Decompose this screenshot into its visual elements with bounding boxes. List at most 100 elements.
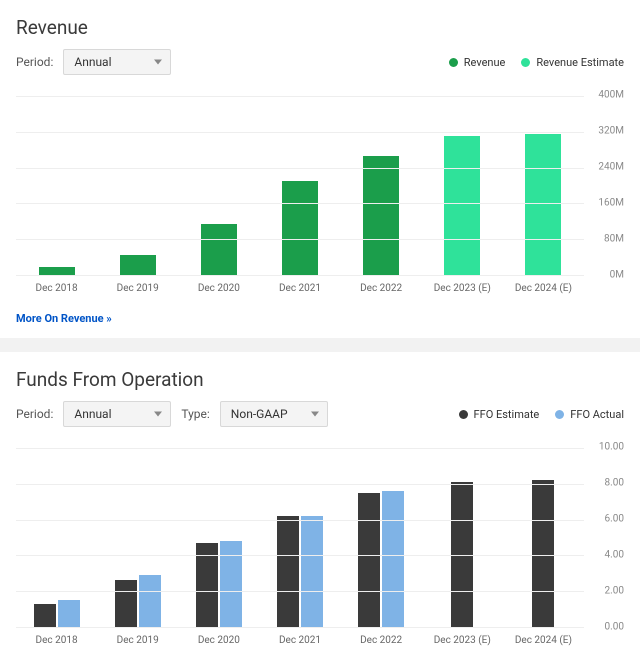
xlabel: Dec 2020: [178, 283, 259, 294]
bar-group: [341, 96, 422, 275]
legend-item: Revenue Estimate: [521, 56, 624, 69]
xlabel: Dec 2019: [97, 635, 178, 646]
gridline: [16, 203, 584, 204]
gridline: [16, 275, 584, 276]
ytick-label: 160M: [592, 198, 624, 209]
bar: [363, 156, 399, 275]
ytick-label: 0.00: [599, 622, 625, 633]
ytick-label: 10.00: [593, 442, 624, 453]
ffo-chart: 0.002.004.006.008.0010.00: [16, 447, 624, 627]
bar: [525, 134, 561, 275]
period-select[interactable]: Annual: [63, 49, 171, 75]
ffo-plot: [16, 447, 584, 627]
bar-group: [97, 448, 178, 627]
xlabel: Dec 2022: [341, 635, 422, 646]
xlabel: Dec 2024 (E): [503, 635, 584, 646]
legend-label: FFO Actual: [570, 408, 624, 421]
bar-group: [503, 448, 584, 627]
ytick-label: 6.00: [599, 514, 625, 525]
ytick-label: 400M: [592, 90, 624, 101]
ytick-label: 80M: [598, 234, 624, 245]
bar-group: [97, 96, 178, 275]
xlabel: Dec 2023 (E): [422, 283, 503, 294]
bar-group: [16, 448, 97, 627]
gridline: [16, 520, 584, 521]
ffo-type-select-value: Non-GAAP: [231, 407, 288, 421]
ytick-label: 8.00: [599, 478, 625, 489]
gridline: [16, 555, 584, 556]
gridline: [16, 484, 584, 485]
ffo-xaxis: Dec 2018Dec 2019Dec 2020Dec 2021Dec 2022…: [16, 635, 624, 646]
revenue-legend: Revenue Revenue Estimate: [449, 56, 624, 69]
ffo-panel: Funds From Operation Period: Annual Type…: [0, 352, 640, 658]
legend-swatch: [555, 410, 564, 419]
ffo-type-select[interactable]: Non-GAAP: [220, 401, 328, 427]
bar-group: [178, 96, 259, 275]
bar: [58, 600, 80, 627]
xlabel: Dec 2021: [259, 635, 340, 646]
bar-group: [259, 448, 340, 627]
period-select-value: Annual: [74, 55, 111, 69]
bar-group: [178, 448, 259, 627]
bar-group: [16, 96, 97, 275]
bar: [282, 181, 318, 275]
gridline: [16, 239, 584, 240]
ffo-title: Funds From Operation: [16, 368, 624, 391]
ytick-label: 320M: [592, 126, 624, 137]
legend-swatch: [521, 58, 530, 67]
xlabel: Dec 2024 (E): [503, 283, 584, 294]
gridline: [16, 448, 584, 449]
ffo-period-label: Period:: [16, 407, 53, 421]
bar-group: [503, 96, 584, 275]
revenue-panel: Revenue Period: Annual Revenue Revenue Es…: [0, 0, 640, 338]
gridline: [16, 627, 584, 628]
ffo-controls: Period: Annual Type: Non-GAAP FFO Estima…: [16, 401, 624, 427]
revenue-chart: 0M80M160M240M320M400M: [16, 95, 624, 275]
xlabel: Dec 2018: [16, 283, 97, 294]
bar: [139, 575, 161, 627]
legend-swatch: [449, 58, 458, 67]
legend-item: FFO Estimate: [459, 408, 540, 421]
legend-label: FFO Estimate: [474, 408, 540, 421]
xlabel: Dec 2019: [97, 283, 178, 294]
xlabel: Dec 2022: [341, 283, 422, 294]
ytick-label: 0M: [604, 270, 624, 281]
bar: [382, 491, 404, 627]
ffo-legend: FFO Estimate FFO Actual: [459, 408, 624, 421]
ffo-period-select-value: Annual: [74, 407, 111, 421]
period-label: Period:: [16, 55, 53, 69]
ffo-yaxis: 0.002.004.006.008.0010.00: [584, 447, 624, 627]
gridline: [16, 591, 584, 592]
xlabel: Dec 2018: [16, 635, 97, 646]
bar: [115, 580, 137, 627]
xlabel: Dec 2020: [178, 635, 259, 646]
section-divider: [0, 338, 640, 352]
bar: [444, 136, 480, 275]
ytick-label: 240M: [592, 162, 624, 173]
gridline: [16, 168, 584, 169]
legend-swatch: [459, 410, 468, 419]
ffo-period-select[interactable]: Annual: [63, 401, 171, 427]
bar: [358, 493, 380, 627]
revenue-title: Revenue: [16, 16, 624, 39]
ytick-label: 4.00: [599, 550, 625, 561]
legend-label: Revenue: [464, 56, 506, 69]
bar-group: [422, 96, 503, 275]
bar: [34, 604, 56, 627]
bar-group: [422, 448, 503, 627]
bar: [201, 224, 237, 275]
ffo-bars: [16, 448, 584, 627]
legend-item: FFO Actual: [555, 408, 624, 421]
bar: [220, 541, 242, 627]
revenue-plot: [16, 95, 584, 275]
bar: [532, 480, 554, 627]
xlabel: Dec 2021: [259, 283, 340, 294]
more-on-revenue-link[interactable]: More On Revenue »: [16, 312, 112, 325]
ytick-label: 2.00: [599, 586, 625, 597]
gridline: [16, 96, 584, 97]
xlabel: Dec 2023 (E): [422, 635, 503, 646]
bar: [120, 255, 156, 275]
legend-label: Revenue Estimate: [536, 56, 624, 69]
bar-group: [341, 448, 422, 627]
bar-group: [259, 96, 340, 275]
